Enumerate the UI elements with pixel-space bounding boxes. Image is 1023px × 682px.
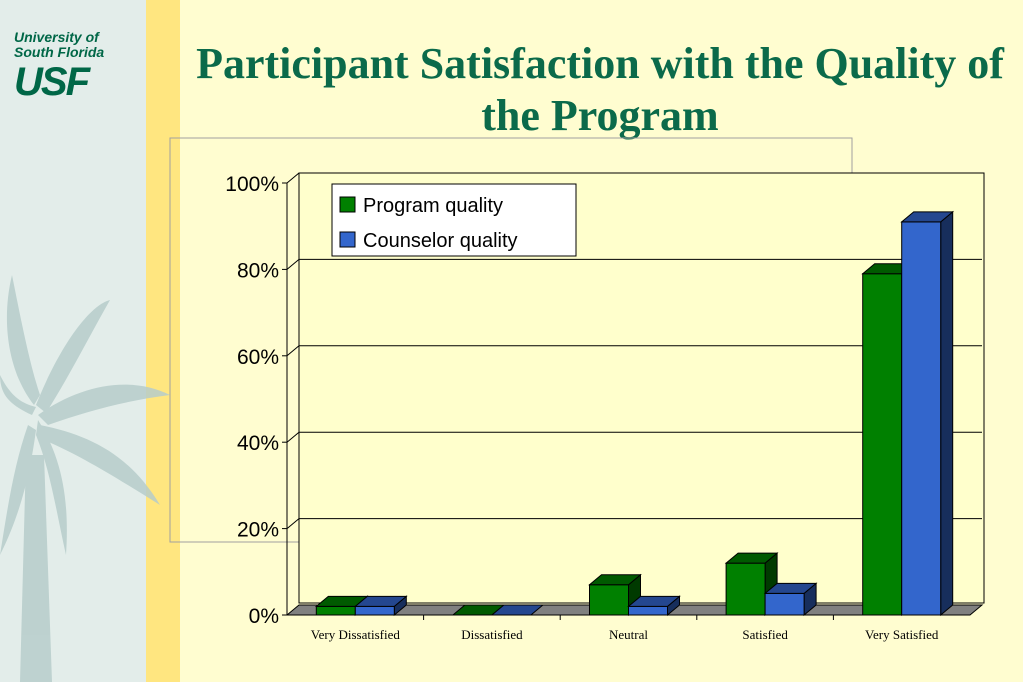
x-category-label: Satisfied [742,627,788,642]
bar-front [589,584,629,616]
y-tick-label: 0% [249,605,279,628]
palm-tree-watermark [0,275,170,682]
bar-side [940,210,954,617]
gridline-diagonal [286,518,300,529]
bar-front [862,273,903,616]
bar-front [354,605,395,616]
y-tick-label: 60% [237,346,279,369]
bar-counselor-quality [353,595,408,617]
logo-line-2: South Florida [14,44,105,60]
bar-top [763,582,818,594]
legend-box [331,183,577,257]
legend-swatch [339,196,356,213]
yellow-stripe [146,0,180,682]
bar-front [315,605,356,616]
bar-top [353,595,408,607]
y-tick-label: 80% [237,259,279,282]
x-category-label: Very Dissatisfied [311,627,401,642]
bar-counselor-quality [763,582,818,617]
x-category-label: Very Satisfied [865,627,939,642]
logo-line-1: University of [14,29,99,45]
bar-program-quality [588,573,642,617]
y-tick-label: 40% [237,432,279,455]
y-tick-label: 100% [225,173,279,196]
logo-mark: USF [14,60,90,104]
bar-top [724,552,779,564]
slide-title: Participant Satisfaction with the Qualit… [196,39,1004,140]
bar-front [764,592,805,616]
x-category-label: Dissatisfied [461,627,523,642]
bar-top [627,595,681,607]
bar-front [901,221,942,616]
bar-front [628,605,668,616]
y-tick-label: 20% [237,519,279,542]
gridline-diagonal [286,259,300,270]
legend-swatch [339,231,356,248]
x-category-label: Neutral [609,627,648,642]
gridline-diagonal [286,172,300,184]
bar-top [588,574,642,586]
gridline-diagonal [286,345,300,357]
gridline-diagonal [286,431,300,443]
bar-counselor-quality [627,595,681,617]
bar-top [900,211,955,223]
bar-counselor-quality [900,210,955,617]
usf-logo: University of South Florida USF [14,29,134,105]
legend-label: Program quality [363,195,503,217]
legend-label: Counselor quality [363,230,518,252]
bar-front [725,562,766,616]
